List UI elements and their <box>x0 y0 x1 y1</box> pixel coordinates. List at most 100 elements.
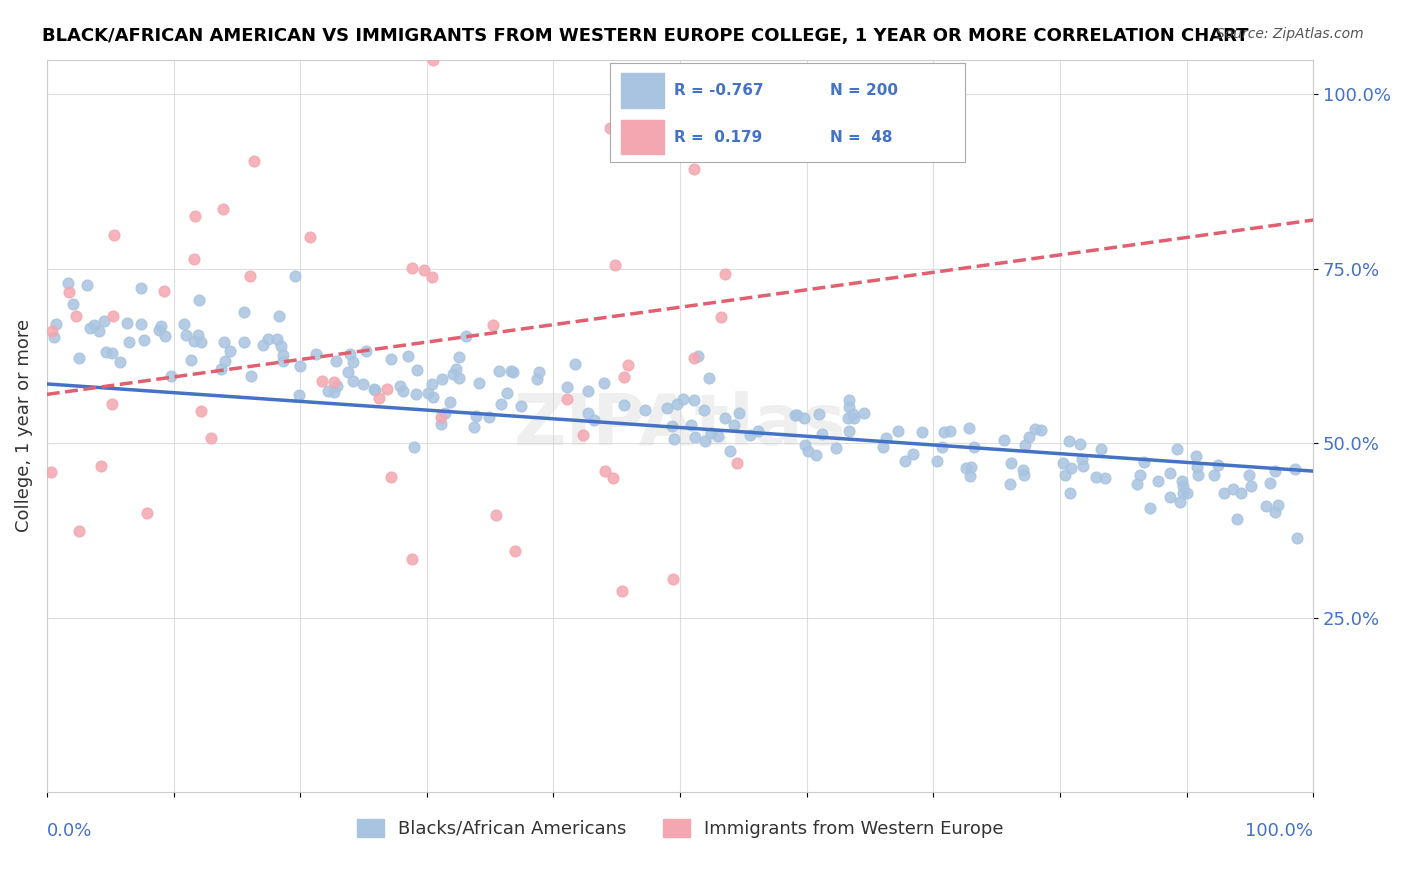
Point <box>842 407 865 421</box>
Point <box>710 310 733 324</box>
Point <box>118 334 141 349</box>
Point <box>963 440 986 454</box>
Point <box>363 383 385 397</box>
Point <box>825 442 848 456</box>
Point <box>485 508 508 522</box>
Point <box>42 330 65 344</box>
Point <box>252 338 274 352</box>
Point <box>806 448 828 462</box>
Point <box>957 421 980 435</box>
Point <box>932 425 955 439</box>
Point <box>1254 499 1277 513</box>
Point <box>1070 451 1092 466</box>
Point <box>1240 479 1263 493</box>
Point <box>602 471 624 485</box>
Point <box>1139 501 1161 516</box>
Point <box>391 384 413 399</box>
Point <box>1059 434 1081 448</box>
Point <box>786 408 808 422</box>
Point <box>256 332 278 346</box>
Point <box>243 154 266 169</box>
Point <box>683 161 706 176</box>
Point <box>1175 485 1198 500</box>
Point <box>288 359 311 373</box>
Point <box>322 384 344 399</box>
Point <box>1129 467 1152 482</box>
Point <box>1133 455 1156 469</box>
Point <box>510 399 533 413</box>
Point <box>87 324 110 338</box>
Point <box>503 543 526 558</box>
Point <box>190 404 212 418</box>
Point <box>728 406 751 420</box>
Text: 100.0%: 100.0% <box>1246 822 1313 840</box>
Point <box>661 418 683 433</box>
Point <box>1069 436 1091 450</box>
Point <box>103 227 125 242</box>
Point <box>488 364 510 378</box>
Point <box>416 386 439 401</box>
Point <box>271 354 294 368</box>
Point <box>1213 486 1236 500</box>
Point <box>339 347 361 361</box>
Point <box>79 321 101 335</box>
Point <box>1187 468 1209 483</box>
Point <box>342 374 364 388</box>
Point <box>695 434 717 448</box>
Point <box>564 357 586 371</box>
Point <box>489 397 512 411</box>
Point <box>316 384 339 399</box>
Point <box>76 277 98 292</box>
Point <box>1052 456 1074 470</box>
Point <box>375 382 398 396</box>
Point <box>152 285 174 299</box>
Point <box>439 395 461 409</box>
Point <box>101 345 124 359</box>
Point <box>797 444 820 458</box>
Point <box>911 425 934 440</box>
Point <box>872 441 894 455</box>
Point <box>939 424 962 438</box>
Point <box>1226 512 1249 526</box>
Point <box>747 424 769 438</box>
Point <box>465 409 488 424</box>
Point <box>1059 486 1081 500</box>
Point <box>325 378 347 392</box>
Point <box>67 351 90 365</box>
Point <box>159 368 181 383</box>
Point <box>1237 468 1260 483</box>
Point <box>83 318 105 333</box>
Point <box>1284 462 1306 476</box>
Point <box>718 443 741 458</box>
Point <box>927 454 949 468</box>
Point <box>672 392 695 407</box>
Point <box>148 323 170 337</box>
Point <box>605 258 627 272</box>
Point <box>1000 456 1022 470</box>
Point <box>405 387 427 401</box>
Point <box>430 371 453 385</box>
Point <box>794 438 817 452</box>
Point <box>1206 458 1229 473</box>
Point <box>1166 442 1188 457</box>
Point <box>1267 499 1289 513</box>
Point <box>200 431 222 445</box>
Point <box>844 411 866 425</box>
Point <box>239 268 262 283</box>
Point <box>447 371 470 385</box>
Point <box>1171 479 1194 493</box>
Point <box>502 365 524 379</box>
Point <box>723 418 745 433</box>
Point <box>993 433 1015 447</box>
Point <box>1159 490 1181 504</box>
Point <box>433 407 456 421</box>
Point <box>298 229 321 244</box>
Point <box>58 285 80 299</box>
Point <box>960 460 983 475</box>
Point <box>422 53 444 67</box>
Point <box>180 353 202 368</box>
Point <box>463 420 485 434</box>
Point <box>582 413 605 427</box>
Point <box>45 318 67 332</box>
Point <box>665 397 688 411</box>
